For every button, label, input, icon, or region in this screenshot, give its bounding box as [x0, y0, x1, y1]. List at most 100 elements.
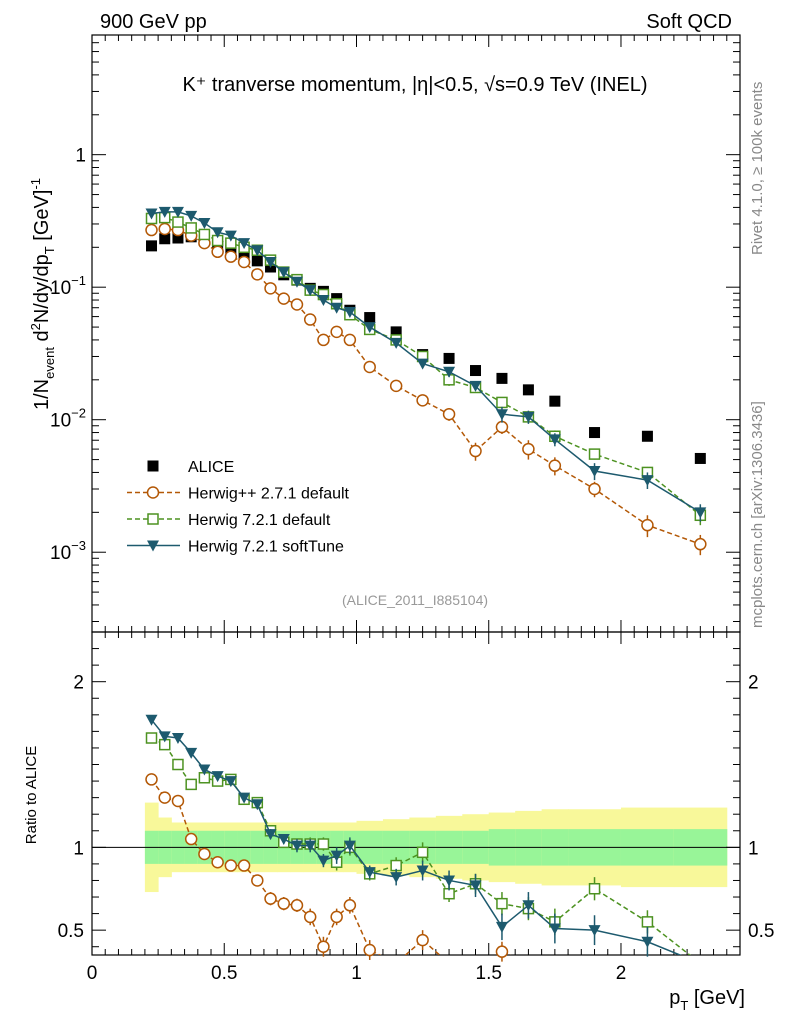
- ratio-point: [317, 838, 330, 850]
- data-point: [198, 228, 211, 241]
- ratio-point: [277, 897, 291, 910]
- x-tick-label: 0: [87, 963, 98, 984]
- legend-marker: [147, 460, 159, 472]
- rivet-label: Rivet 4.1.0, ≥ 100k events: [749, 82, 766, 255]
- ratio-point: [198, 847, 211, 861]
- ratio-point: [264, 829, 277, 841]
- data-point: [588, 466, 601, 478]
- series-herwig-7-2-1-softtune: [145, 206, 707, 522]
- data-point: [694, 452, 706, 464]
- legend-label: Herwig 7.2.1 default: [188, 512, 331, 529]
- data-point: [171, 206, 184, 218]
- ratio-point: [390, 872, 403, 884]
- legend-label: Herwig 7.2.1 softTune: [188, 539, 344, 556]
- ratio-point: [277, 834, 290, 846]
- ratio-series-herwig-2-7-1-default: [145, 773, 512, 962]
- main-axes: 10−3 10−2 10−1 1: [50, 34, 741, 633]
- data-point: [496, 396, 508, 409]
- ratio-point: [343, 899, 357, 912]
- ratio-point: [158, 791, 171, 804]
- ratio-point: [588, 882, 601, 895]
- ratio-point: [416, 846, 429, 859]
- data-point: [363, 322, 376, 334]
- data-point: [264, 282, 277, 295]
- ratio-point: [251, 874, 264, 887]
- data-point: [198, 218, 211, 230]
- y-tick-label: 1: [748, 838, 759, 859]
- data-point: [211, 227, 224, 239]
- data-point: [522, 411, 535, 423]
- ratio-point: [522, 900, 535, 912]
- data-point: [390, 337, 403, 349]
- ratio-point: [496, 897, 508, 910]
- data-point: [443, 352, 455, 364]
- ratio-point: [317, 855, 330, 867]
- ratio-point: [416, 933, 429, 947]
- data-point: [589, 427, 601, 439]
- legend-marker: [146, 486, 160, 499]
- data-point: [317, 295, 330, 307]
- ratio-series: [145, 714, 691, 962]
- data-point: [389, 379, 403, 393]
- ratio-point: [224, 859, 238, 872]
- ratio-point: [185, 778, 197, 791]
- ratio-point: [317, 940, 330, 953]
- data-point: [304, 285, 317, 297]
- y-tick-label: 10−1: [50, 273, 86, 299]
- mcplots-label: mcplots.cern.ch [arXiv:1306.3436]: [749, 401, 766, 628]
- ratio-point: [145, 714, 158, 726]
- data-point: [588, 482, 601, 496]
- ratio-frame: [91, 631, 741, 956]
- data-point: [303, 313, 317, 326]
- ratio-point: [264, 892, 277, 905]
- ratio-point: [145, 732, 158, 744]
- data-point: [548, 434, 561, 446]
- legend-item: Herwig++ 2.7.1 default: [127, 486, 350, 503]
- data-point: [317, 333, 330, 347]
- data-point: [416, 394, 429, 407]
- data-point: [264, 256, 277, 268]
- x-tick-label: 0.5: [211, 963, 237, 984]
- data-point: [363, 360, 376, 374]
- data-point: [641, 475, 654, 487]
- data-point: [469, 380, 482, 392]
- series-line: [151, 228, 701, 545]
- data-point: [641, 430, 653, 442]
- data-point: [588, 448, 601, 460]
- data-point: [343, 306, 356, 318]
- watermark: (ALICE_2011_I885104): [342, 592, 488, 608]
- series-alice: [146, 231, 706, 464]
- data-point: [251, 255, 263, 267]
- ratio-point: [363, 943, 376, 957]
- ratio-axes: 0 0.5 1 1.5 20.5 0.51 12 2: [58, 631, 774, 984]
- main-ylabel: 1/Nevent d2N/dy/dpT [GeV]-1: [28, 178, 57, 410]
- data-point: [495, 409, 508, 421]
- data-point: [185, 222, 197, 234]
- y-tick-label: 1: [75, 146, 86, 167]
- ratio-point: [303, 910, 317, 924]
- data-point: [211, 245, 224, 259]
- data-point: [330, 302, 343, 314]
- data-point: [495, 420, 509, 434]
- data-point: [145, 208, 158, 220]
- data-point: [237, 255, 251, 269]
- ratio-point: [363, 867, 376, 879]
- data-point: [146, 240, 158, 252]
- data-point: [172, 216, 184, 228]
- data-point: [225, 244, 237, 256]
- ratio-point: [330, 910, 343, 924]
- y-tick-label: 10−3: [50, 538, 86, 564]
- data-point: [343, 333, 357, 347]
- ratio-point: [211, 855, 224, 869]
- ratio-point: [304, 840, 317, 852]
- ratio-point: [343, 840, 356, 852]
- legend-marker: [147, 540, 159, 552]
- y-tick-label: 2: [748, 673, 759, 694]
- data-point: [549, 395, 561, 407]
- y-tick-label: 1: [73, 838, 84, 859]
- xlabel: pT [GeV]: [669, 987, 745, 1013]
- legend: ALICE Herwig++ 2.7.1 default Herwig 7.2.1 …: [127, 459, 350, 556]
- data-point: [290, 276, 303, 288]
- data-point: [159, 233, 171, 245]
